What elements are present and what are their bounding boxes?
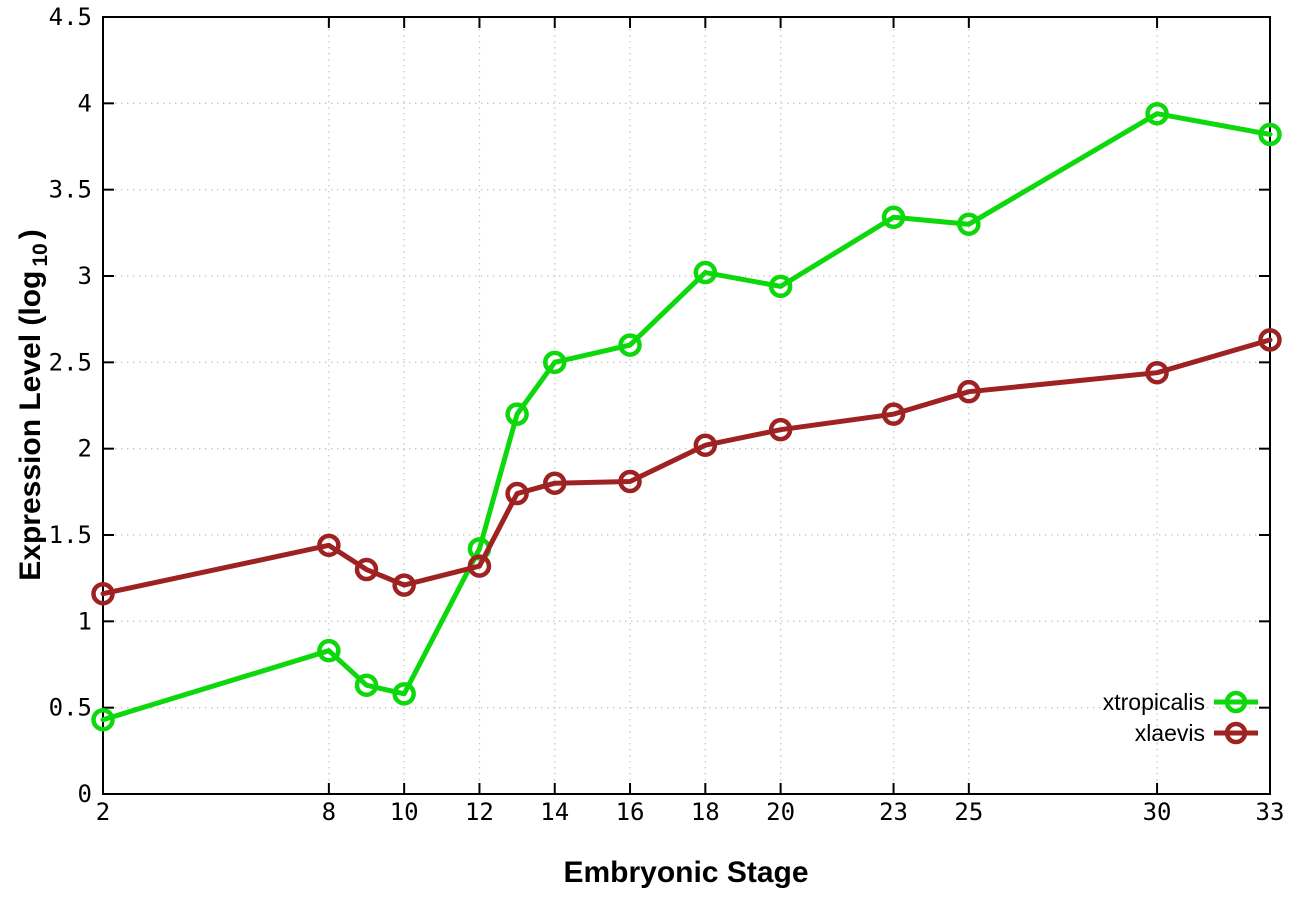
data-point-xlaevis bbox=[467, 554, 492, 578]
data-point-xtropicalis bbox=[542, 350, 567, 375]
data-point-xlaevis bbox=[354, 557, 379, 582]
grid-layer bbox=[103, 17, 1270, 794]
ticks-layer: 2 8 10 12 14 16 18 20 23 25 30 33 0 0.5 1 1.5 2 2.5 3 3.5 4 4… bbox=[49, 3, 1285, 826]
x-tick-label: 30 bbox=[1143, 798, 1172, 826]
data-point-xlaevis bbox=[505, 481, 529, 506]
data-point-xlaevis bbox=[881, 402, 906, 426]
data-point-xtropicalis bbox=[1145, 101, 1169, 126]
x-tick-label: 33 bbox=[1256, 798, 1285, 826]
y-axis-title: Expression Level (log 10 ) bbox=[14, 229, 52, 580]
data-point-xlaevis bbox=[1145, 360, 1169, 385]
y-tick-label: 3 bbox=[78, 262, 92, 290]
series-line-xtropicalis bbox=[100, 111, 1273, 723]
legend-label-xtropicalis: xtropicalis bbox=[1103, 689, 1205, 715]
y-tick-label: 1.5 bbox=[49, 521, 92, 549]
data-point-xtropicalis bbox=[618, 333, 642, 357]
x-tick-label: 2 bbox=[96, 798, 110, 826]
y-tick-label: 0.5 bbox=[49, 694, 92, 722]
data-point-xtropicalis bbox=[881, 205, 906, 230]
legend-label-xlaevis: xlaevis bbox=[1135, 720, 1205, 746]
y-tick-label: 1 bbox=[78, 607, 92, 635]
y-tick-label: 2.5 bbox=[49, 348, 92, 376]
series-layer bbox=[91, 101, 1282, 732]
y-tick-label: 4 bbox=[78, 89, 92, 117]
y-axis-title-suffix: ) bbox=[14, 229, 47, 239]
data-point-xtropicalis bbox=[505, 402, 529, 426]
data-point-xtropicalis bbox=[957, 212, 981, 236]
y-tick-label: 2 bbox=[78, 435, 92, 463]
y-tick-label: 0 bbox=[78, 780, 92, 808]
data-point-xlaevis bbox=[1258, 328, 1282, 352]
plot-border bbox=[102, 16, 1271, 795]
x-tick-label: 20 bbox=[766, 798, 795, 826]
data-point-xlaevis bbox=[768, 417, 793, 442]
x-tick-label: 23 bbox=[879, 798, 908, 826]
x-tick-label: 14 bbox=[540, 798, 569, 826]
data-point-xlaevis bbox=[392, 573, 416, 597]
data-point-xtropicalis bbox=[354, 673, 379, 697]
y-axis-title-subscript: 10 bbox=[29, 243, 52, 266]
legend-marker-xlaevis bbox=[1224, 721, 1248, 745]
data-point-xtropicalis bbox=[317, 638, 341, 663]
legend: xtropicalis xlaevis bbox=[1103, 689, 1258, 746]
legend-marker-xtropicalis bbox=[1224, 690, 1248, 714]
data-point-xtropicalis bbox=[693, 260, 718, 285]
data-point-xtropicalis bbox=[1258, 122, 1282, 147]
x-tick-label: 18 bbox=[691, 798, 720, 826]
y-tick-label: 4.5 bbox=[49, 3, 92, 31]
x-tick-label: 25 bbox=[954, 798, 983, 826]
x-tick-label: 10 bbox=[390, 798, 419, 826]
data-point-xlaevis bbox=[91, 581, 115, 606]
data-point-xtropicalis bbox=[91, 708, 115, 732]
data-point-xlaevis bbox=[317, 533, 341, 558]
data-point-xtropicalis bbox=[768, 274, 793, 299]
x-tick-label: 16 bbox=[616, 798, 645, 826]
data-point-xlaevis bbox=[957, 379, 981, 404]
y-axis-title-main: Expression Level (log bbox=[14, 271, 47, 581]
data-point-xlaevis bbox=[618, 469, 642, 494]
x-axis-title: Embryonic Stage bbox=[563, 856, 808, 889]
data-point-xlaevis bbox=[693, 433, 718, 457]
data-point-xtropicalis bbox=[392, 682, 416, 706]
series-line-xlaevis bbox=[100, 337, 1273, 597]
data-point-xlaevis bbox=[542, 471, 567, 495]
y-tick-label: 3.5 bbox=[49, 176, 92, 204]
x-tick-label: 12 bbox=[465, 798, 494, 826]
x-tick-label: 8 bbox=[322, 798, 336, 826]
